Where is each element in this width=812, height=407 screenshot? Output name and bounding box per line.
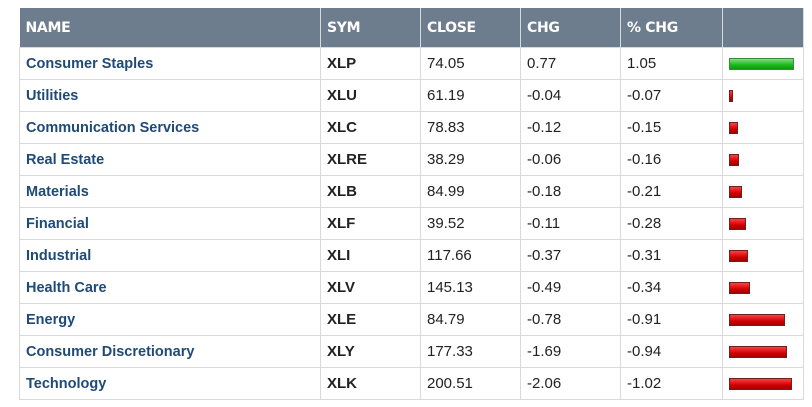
- close-cell: 145.13: [420, 271, 521, 304]
- name-cell: Utilities: [19, 79, 321, 112]
- pct-chg-cell: -0.91: [620, 303, 723, 336]
- name-cell: Health Care: [19, 271, 321, 304]
- table-row: Utilities XLU 61.19 -0.04 -0.07: [19, 79, 804, 112]
- name-cell: Energy: [19, 303, 321, 336]
- bar-cell: [722, 207, 804, 240]
- change-bar: [729, 185, 743, 198]
- bar-cell: [722, 367, 804, 400]
- chg-cell: 0.77: [520, 47, 621, 80]
- table-row: Technology XLK 200.51 -2.06 -1.02: [19, 367, 804, 400]
- bar-cell: [722, 175, 804, 208]
- close-cell: 200.51: [420, 367, 521, 400]
- pct-chg-cell: -0.94: [620, 335, 723, 368]
- pct-chg-cell: -0.15: [620, 111, 723, 144]
- table-row: Consumer Staples XLP 74.05 0.77 1.05: [19, 47, 804, 80]
- table-row: Financial XLF 39.52 -0.11 -0.28: [19, 207, 804, 240]
- chg-cell: -0.49: [520, 271, 621, 304]
- sym-cell: XLF: [320, 207, 421, 240]
- sym-cell: XLU: [320, 79, 421, 112]
- change-bar: [729, 153, 739, 166]
- chg-cell: -0.37: [520, 239, 621, 272]
- column-header: NAME: [19, 8, 321, 48]
- name-cell: Communication Services: [19, 111, 321, 144]
- bar-cell: [722, 47, 804, 80]
- change-bar: [729, 121, 739, 134]
- pct-chg-cell: -0.07: [620, 79, 723, 112]
- sym-cell: XLV: [320, 271, 421, 304]
- pct-chg-cell: -0.34: [620, 271, 723, 304]
- name-cell: Industrial: [19, 239, 321, 272]
- sym-cell: XLB: [320, 175, 421, 208]
- table-row: Energy XLE 84.79 -0.78 -0.91: [19, 303, 804, 336]
- close-cell: 78.83: [420, 111, 521, 144]
- change-bar: [729, 217, 747, 230]
- close-cell: 177.33: [420, 335, 521, 368]
- table-row: Industrial XLI 117.66 -0.37 -0.31: [19, 239, 804, 272]
- column-header: CHG: [520, 8, 621, 48]
- bar-cell: [722, 303, 804, 336]
- change-bar: [729, 345, 788, 358]
- table-body: Consumer Staples XLP 74.05 0.77 1.05 Utilitie…: [19, 47, 804, 400]
- close-cell: 61.19: [420, 79, 521, 112]
- chg-cell: -0.78: [520, 303, 621, 336]
- close-cell: 39.52: [420, 207, 521, 240]
- chg-cell: -1.69: [520, 335, 621, 368]
- column-header: CLOSE: [420, 8, 521, 48]
- sym-cell: XLY: [320, 335, 421, 368]
- close-cell: 38.29: [420, 143, 521, 176]
- chg-cell: -0.12: [520, 111, 621, 144]
- close-cell: 117.66: [420, 239, 521, 272]
- column-header: SYM: [320, 8, 421, 48]
- name-cell: Real Estate: [19, 143, 321, 176]
- table-row: Real Estate XLRE 38.29 -0.06 -0.16: [19, 143, 804, 176]
- change-bar: [729, 377, 793, 390]
- change-bar: [729, 313, 786, 326]
- name-cell: Consumer Discretionary: [19, 335, 321, 368]
- close-cell: 84.79: [420, 303, 521, 336]
- sym-cell: XLP: [320, 47, 421, 80]
- sym-cell: XLC: [320, 111, 421, 144]
- change-bar: [729, 281, 751, 294]
- bar-cell: [722, 271, 804, 304]
- pct-chg-cell: -0.21: [620, 175, 723, 208]
- bar-cell: [722, 143, 804, 176]
- pct-chg-cell: -0.16: [620, 143, 723, 176]
- change-bar: [729, 249, 749, 262]
- name-cell: Consumer Staples: [19, 47, 321, 80]
- name-cell: Materials: [19, 175, 321, 208]
- sector-table: NAME SYM CLOSE CHG% CHG Consumer Staples XLP…: [19, 8, 804, 400]
- chg-cell: -2.06: [520, 367, 621, 400]
- sym-cell: XLI: [320, 239, 421, 272]
- bar-cell: [722, 111, 804, 144]
- column-header-blank: [722, 8, 804, 48]
- table-row: Materials XLB 84.99 -0.18 -0.21: [19, 175, 804, 208]
- bar-cell: [722, 335, 804, 368]
- bar-cell: [722, 239, 804, 272]
- chg-cell: -0.11: [520, 207, 621, 240]
- close-cell: 74.05: [420, 47, 521, 80]
- pct-chg-cell: -1.02: [620, 367, 723, 400]
- column-header: % CHG: [620, 8, 723, 48]
- change-bar: [729, 57, 795, 70]
- sym-cell: XLE: [320, 303, 421, 336]
- pct-chg-cell: 1.05: [620, 47, 723, 80]
- table-row: Communication Services XLC 78.83 -0.12 -0.15: [19, 111, 804, 144]
- header-row: NAME SYM CLOSE CHG% CHG: [19, 8, 804, 48]
- change-bar: [729, 89, 734, 102]
- name-cell: Financial: [19, 207, 321, 240]
- pct-chg-cell: -0.28: [620, 207, 723, 240]
- bar-cell: [722, 79, 804, 112]
- table-row: Consumer Discretionary XLY 177.33 -1.69 -0.9…: [19, 335, 804, 368]
- chg-cell: -0.04: [520, 79, 621, 112]
- chg-cell: -0.06: [520, 143, 621, 176]
- sym-cell: XLRE: [320, 143, 421, 176]
- close-cell: 84.99: [420, 175, 521, 208]
- table-row: Health Care XLV 145.13 -0.49 -0.34: [19, 271, 804, 304]
- chg-cell: -0.18: [520, 175, 621, 208]
- pct-chg-cell: -0.31: [620, 239, 723, 272]
- sym-cell: XLK: [320, 367, 421, 400]
- name-cell: Technology: [19, 367, 321, 400]
